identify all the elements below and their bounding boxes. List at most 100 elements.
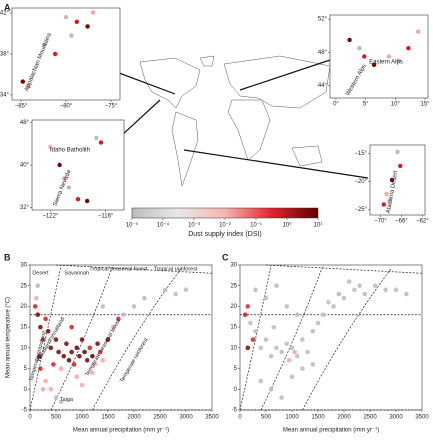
x-axis-label: Mean annual precipitation (mm yr⁻¹) <box>73 428 169 434</box>
x-tick-label: −116° <box>98 214 114 220</box>
y-tick-label: 38° <box>0 52 10 58</box>
site-dot <box>387 198 392 204</box>
site-dot <box>48 144 53 150</box>
colorbar <box>131 207 319 219</box>
point <box>37 353 42 359</box>
point <box>383 287 388 293</box>
y-tick-label: 10 <box>230 345 237 351</box>
y-tick-label: 20 <box>20 304 27 310</box>
point <box>116 316 121 322</box>
x-tick-label: 5° <box>363 102 369 108</box>
point <box>326 299 331 305</box>
point <box>100 357 106 363</box>
site-dot <box>94 135 99 141</box>
point <box>35 283 41 289</box>
point <box>294 353 300 359</box>
x-tick-label: −70° <box>374 219 387 225</box>
point <box>245 345 251 351</box>
site-dot <box>85 24 90 29</box>
y-tick-label: −15° <box>354 151 367 157</box>
site-dot <box>416 29 421 34</box>
y-tick-label: 15 <box>20 325 27 331</box>
point <box>87 345 93 351</box>
colorbar-tick-label: 10⁻² <box>219 223 231 229</box>
colorbar-tick-label: 10⁻¹ <box>250 223 262 229</box>
y-tick-label: 34° <box>0 92 10 98</box>
point <box>287 357 292 363</box>
x-tick-label: 3000 <box>389 415 403 421</box>
x-tick-label: −66° <box>395 219 408 225</box>
point <box>300 366 305 371</box>
point <box>162 287 168 293</box>
site-dot <box>63 15 69 20</box>
site-dot <box>357 46 362 51</box>
point <box>110 324 116 330</box>
point <box>56 349 61 355</box>
x-tick-label: 3500 <box>205 415 219 421</box>
x-axis-label: Mean annual precipitation (mm yr⁻¹) <box>283 428 379 434</box>
point <box>268 386 274 392</box>
colorbar-tick-label: 10⁻⁴ <box>157 222 170 229</box>
point <box>105 337 111 342</box>
point <box>279 395 284 400</box>
x-tick-label: 1000 <box>285 415 299 421</box>
site-dot <box>57 162 62 168</box>
x-tick-label: 500 <box>261 415 272 421</box>
biome-boundary <box>92 268 182 411</box>
colorbar-tick-label: 10⁻³ <box>188 223 200 229</box>
point <box>315 320 321 326</box>
biome-label: Tropical seasonal forest <box>89 267 148 273</box>
point <box>258 378 264 384</box>
y-tick-label: 5 <box>234 366 238 372</box>
point <box>43 316 48 322</box>
point <box>40 337 46 342</box>
point <box>40 386 46 392</box>
point <box>242 312 248 318</box>
point <box>79 382 85 388</box>
colorbar-tick-label: 10⁻⁵ <box>126 222 139 229</box>
point <box>48 345 54 351</box>
site-dot <box>389 177 395 183</box>
point <box>372 283 378 289</box>
point <box>248 320 253 326</box>
point <box>142 295 147 301</box>
point <box>32 304 38 309</box>
point <box>95 341 100 347</box>
point <box>289 374 295 380</box>
point <box>279 349 284 355</box>
point <box>404 291 409 297</box>
point <box>100 304 106 309</box>
inset-frame <box>329 14 429 99</box>
x-tick-label: −85° <box>15 104 28 110</box>
biome-label: Savannah <box>64 271 89 277</box>
point <box>74 374 80 380</box>
biome-boundary <box>239 264 272 411</box>
y-tick-label: 5 <box>24 366 28 372</box>
colorbar-title: Dust supply index (DSI) <box>188 231 262 238</box>
point <box>74 345 80 351</box>
panel-label: A <box>4 2 11 12</box>
site-dot <box>20 79 25 84</box>
point <box>53 395 59 400</box>
y-tick-label: −20° <box>354 179 367 185</box>
x-tick-label: 2500 <box>363 415 377 421</box>
point <box>58 399 64 405</box>
y-tick-label: 40° <box>20 163 30 169</box>
point <box>77 353 82 359</box>
point <box>82 349 87 355</box>
y-tick-label: 52° <box>318 17 328 23</box>
x-tick-label: 1500 <box>101 415 115 421</box>
point <box>352 287 357 293</box>
site-dot <box>61 176 67 181</box>
site-dot <box>66 185 72 190</box>
point <box>263 295 269 301</box>
site-dot <box>386 54 391 59</box>
site-dot <box>396 58 401 63</box>
y-tick-label: -5 <box>22 408 28 414</box>
point <box>271 324 277 330</box>
biome-boundary <box>29 264 62 411</box>
point <box>53 337 59 342</box>
biome-boundary <box>265 264 423 274</box>
biome-label: Desert <box>32 271 49 277</box>
point <box>294 312 300 318</box>
